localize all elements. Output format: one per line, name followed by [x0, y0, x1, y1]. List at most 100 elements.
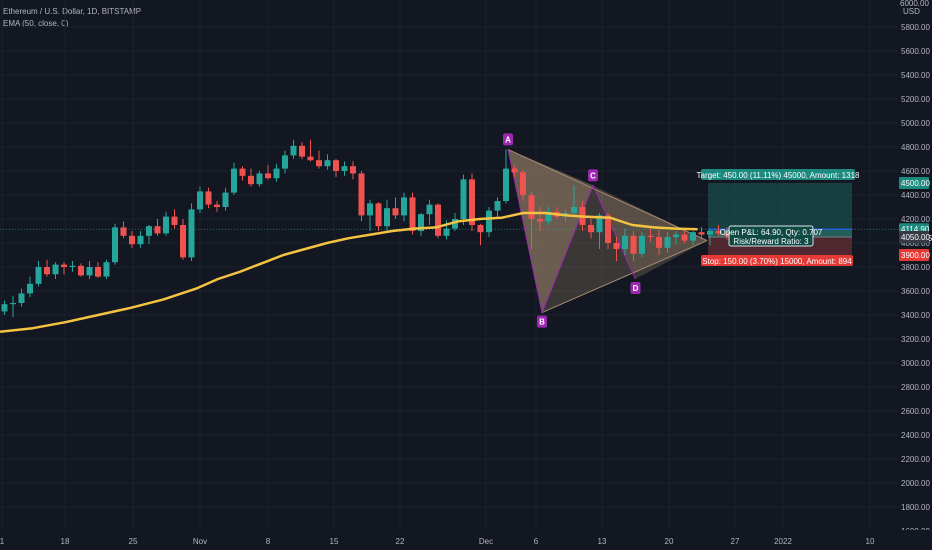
candle-body-up [273, 168, 280, 179]
candle-body-down [248, 175, 254, 185]
price-axis-top-label: 6000.00 [900, 0, 929, 8]
candle-body-down [435, 204, 441, 236]
candle-body-up [222, 192, 229, 207]
candle-body-down [537, 219, 543, 222]
candle-body-up [460, 179, 467, 219]
candle-body-up [146, 226, 152, 236]
candle-body-down [724, 233, 730, 236]
candle-body-up [290, 145, 297, 156]
candle-body-down [120, 227, 127, 236]
candle-body-up [494, 201, 501, 211]
pattern-point-marker [537, 315, 547, 328]
pattern-triangle-abc[interactable] [508, 149, 593, 313]
time-tick-label: 2022 [774, 537, 792, 546]
candle-body-down [265, 173, 271, 179]
pattern-upper-trendline[interactable] [507, 148, 708, 242]
stop-price-badge: 3900.00 [899, 249, 930, 261]
candle-body-up [231, 168, 237, 193]
pattern-point-label: B [539, 318, 545, 327]
candle-body-down [333, 160, 339, 171]
candle-body-down [95, 267, 101, 277]
ema-50-line [0, 211, 698, 334]
target-price-badge: 4500.00 [899, 177, 930, 189]
candle-body-up [69, 265, 76, 267]
pattern-lower-trendline[interactable] [541, 240, 708, 314]
ema-indicator-label[interactable]: EMA (50, close, 0) [3, 19, 69, 28]
candle-body-down [409, 197, 416, 231]
time-tick-label: 20 [665, 537, 674, 546]
candle-body-down [61, 264, 67, 267]
price-tick-label: 4600.00 [901, 167, 930, 176]
pattern-point-a[interactable]: A [503, 133, 513, 146]
entry-price-badge: 4050.00 [899, 231, 930, 243]
candle-body-up [418, 214, 424, 231]
price-tick-label: 1800.00 [901, 503, 930, 512]
time-tick-label: 1 [0, 537, 5, 546]
pattern-point-marker [630, 282, 641, 294]
candle-body-up [112, 227, 118, 263]
time-tick-label: Nov [193, 537, 207, 546]
candle-body-down [613, 243, 620, 249]
pattern-point-marker [503, 133, 513, 146]
price-tick-label: 4800.00 [901, 143, 930, 152]
candle-body-up [639, 235, 645, 254]
pattern-point-b[interactable]: B [537, 315, 547, 328]
pattern-abcd-zigzag[interactable] [507, 149, 636, 315]
price-tick-label: 3400.00 [901, 311, 930, 320]
candle-body-down [477, 225, 484, 233]
candle-body-up [163, 216, 169, 234]
candle-body-down [647, 235, 654, 237]
target-price-badge-text: 4500.00 [901, 179, 930, 188]
candle-body-up [443, 228, 450, 236]
time-tick-label: 15 [330, 537, 339, 546]
candle-body-down [239, 168, 246, 176]
stop-label[interactable]: Stop: 150.00 (3.70%) 15000, Amount: 894 [701, 255, 853, 266]
time-tick-label: 6 [534, 537, 539, 546]
candle-body-up [35, 267, 42, 284]
candle-body-down [630, 235, 637, 254]
target-label[interactable]: Target: 450.00 (11.11%) 45000, Amount: 1… [697, 169, 860, 180]
candle-body-up [452, 219, 458, 229]
pattern-point-d[interactable]: D [630, 282, 641, 294]
candle-body-up [52, 264, 59, 275]
candle-body-down [180, 225, 186, 258]
pattern-point-label: A [505, 135, 511, 144]
candle-body-up [673, 234, 679, 237]
candle-body-down [307, 156, 314, 161]
pattern-point-c[interactable]: C [588, 169, 598, 182]
time-axis[interactable]: 1 18 25 Nov 8 15 22 Dec 6 13 20 27 2022 10 [0, 530, 932, 550]
stop-price-badge-bg [899, 249, 929, 261]
candle-body-down [588, 225, 594, 233]
candle-body-up [18, 293, 25, 303]
candle-body-down [511, 168, 518, 173]
candle-body-down [375, 203, 382, 227]
symbol-title[interactable]: Ethereum / U.S. Dollar, 1D, BITSTAMP [3, 7, 142, 16]
candle-body-up [10, 303, 16, 305]
price-tick-label: 2600.00 [901, 407, 930, 416]
last-price-badge-text: 4114.90 [901, 225, 930, 234]
candle-body-up [188, 209, 195, 258]
candle-body-up [622, 235, 628, 249]
candle-body-up [256, 173, 263, 185]
candle-body-up [690, 232, 696, 241]
price-tick-label: 2000.00 [901, 479, 930, 488]
candle-body-down [520, 172, 526, 195]
candle-body-down [656, 237, 662, 248]
candle-body-down [605, 215, 611, 243]
price-tick-label: 2200.00 [901, 455, 930, 464]
candle-body-up [571, 207, 577, 213]
candle-body-down [528, 195, 535, 219]
candle-body-down [698, 232, 705, 235]
price-tick-label: 3200.00 [901, 335, 930, 344]
pnl-label-text: Open P&L: 64.90, Qty: 0.707 [720, 228, 823, 237]
ema-line [0, 211, 698, 334]
time-tick-label: Dec [479, 537, 493, 546]
price-tick-label: 5000.00 [901, 119, 930, 128]
candle-body-up [503, 168, 509, 201]
candle-body-up [426, 204, 433, 215]
candle-body-up [401, 197, 407, 216]
candle-body-up [27, 283, 33, 294]
